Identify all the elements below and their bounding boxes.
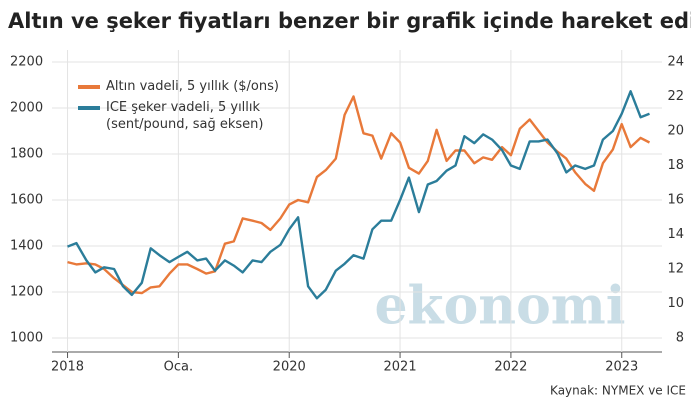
x-tick-label: 2018 [51,360,84,375]
legend-label: ICE şeker vadeli, 5 yıllık (sent/pound, … [106,100,264,132]
source: Kaynak: NYMEX ve ICE [550,384,686,398]
y2-tick-label: 22 [667,89,684,104]
legend-swatch [78,106,100,110]
y-tick-label: 1800 [10,147,43,162]
y2-tick-label: 10 [667,296,684,311]
legend-label: Altın vadeli, 5 yıllık ($/ons) [106,79,279,94]
y-tick-label: 1600 [10,193,43,208]
y2-tick-label: 24 [667,55,684,70]
y-tick-label: 2000 [10,101,43,116]
x-tick-label: 2021 [384,360,417,375]
legend-swatch [78,85,100,89]
y2-tick-label: 16 [667,193,684,208]
legend: Altın vadeli, 5 yıllık ($/ons) ICE şeker … [78,78,281,137]
y-tick-label: 1000 [10,331,43,346]
legend-entry: ICE şeker vadeli, 5 yıllık (sent/pound, … [78,99,281,133]
y2-tick-label: 14 [667,227,684,242]
chart-title: Altın ve şeker fiyatları benzer bir graf… [8,9,691,33]
series-line [67,90,650,300]
x-tick-label: 2022 [494,360,527,375]
y-tick-label: 1200 [10,285,43,300]
y-tick-label: 1400 [10,239,43,254]
y2-tick-label: 8 [676,331,684,346]
watermark: ekonomi [374,276,625,337]
x-tick-label: 2023 [605,360,638,375]
y2-tick-label: 18 [667,158,684,173]
legend-entry: Altın vadeli, 5 yıllık ($/ons) [78,78,281,95]
y2-tick-label: 20 [667,124,684,139]
y-tick-label: 2200 [10,55,43,70]
x-tick-label: Oca. [164,360,193,375]
y2-tick-label: 12 [667,262,684,277]
x-tick-label: 2020 [273,360,306,375]
